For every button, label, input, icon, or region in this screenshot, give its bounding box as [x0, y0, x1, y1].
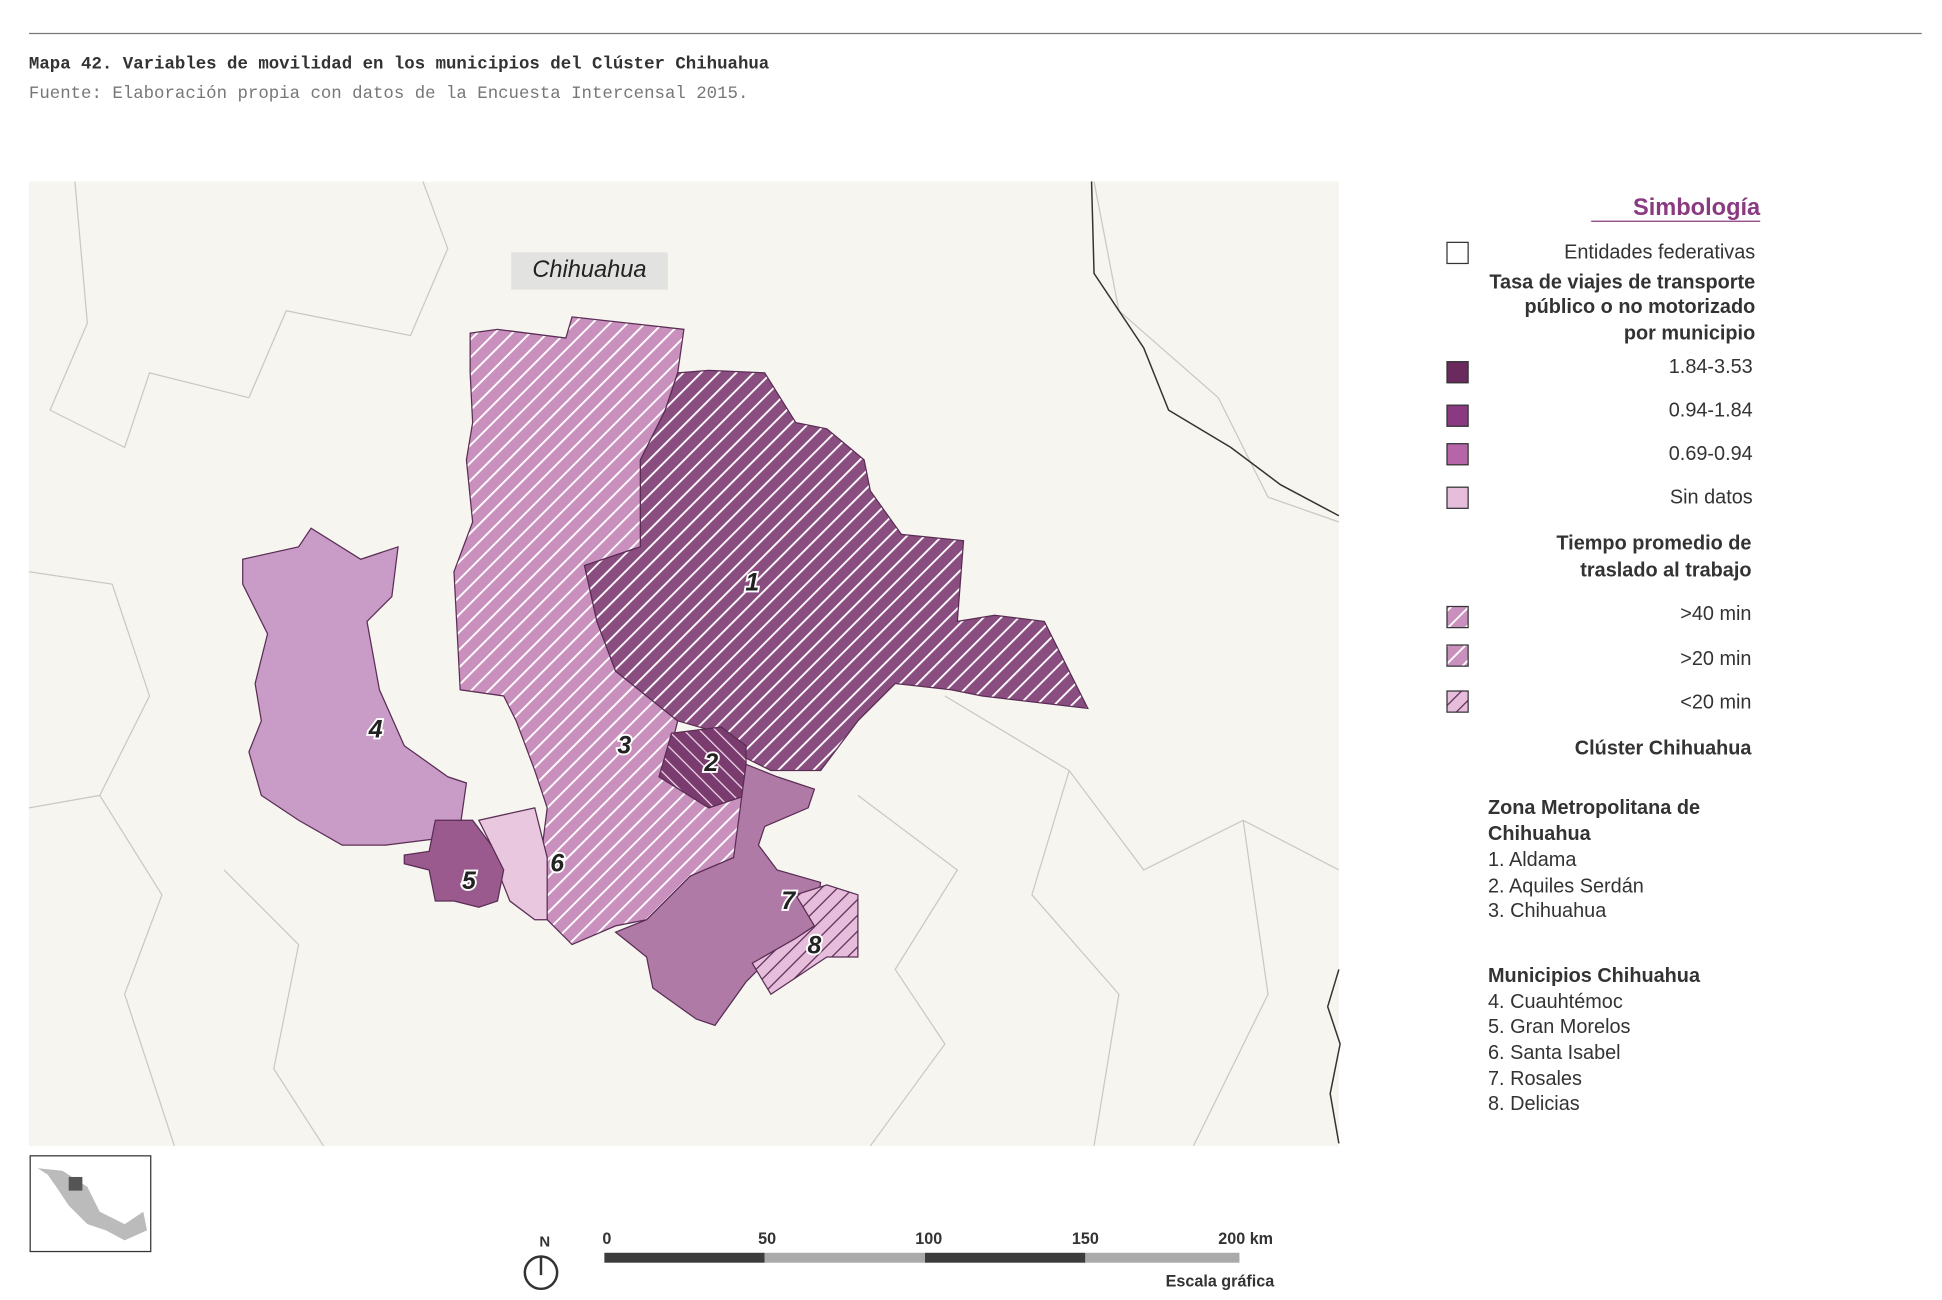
scale-tick: 150	[1072, 1230, 1099, 1248]
group-item: 4. Cuauhtémoc	[1488, 991, 1623, 1013]
legend-heading: por municipio	[1624, 322, 1755, 344]
municipality-number: 4	[368, 716, 383, 743]
legend-heading: Clúster Chihuahua	[1575, 737, 1753, 759]
inset-country	[37, 1168, 148, 1241]
scale-tick: 0	[602, 1230, 611, 1248]
north-label: N	[539, 1235, 550, 1251]
map-title: Mapa 42. Variables de movilidad en los m…	[29, 55, 769, 74]
legend-swatch	[1446, 404, 1469, 427]
group-item: 1. Aldama	[1488, 849, 1577, 871]
legend-swatch	[1446, 644, 1469, 667]
scale-tick: 200 km	[1218, 1230, 1273, 1248]
map-source: Fuente: Elaboración propia con datos de …	[29, 85, 748, 104]
scale-bar: N 0 50 100 150 200 km Escala gráfica	[523, 1230, 1276, 1290]
municipality-number: 2	[703, 750, 718, 777]
legend-label: >40 min	[1680, 603, 1751, 625]
legend-swatch	[1446, 486, 1469, 509]
municipality-number: 8	[807, 933, 821, 960]
group-item: 3. Chihuahua	[1488, 900, 1607, 922]
state-border	[1090, 181, 1340, 517]
legend-swatch	[1446, 690, 1469, 713]
scale-segment	[1085, 1252, 1240, 1263]
municipality-5	[403, 819, 505, 908]
legend-label: Entidades federativas	[1564, 242, 1755, 264]
scale-tick: 100	[915, 1230, 942, 1248]
group-title: Chihuahua	[1488, 823, 1592, 845]
legend-swatch	[1446, 605, 1469, 629]
scale-caption: Escala gráfica	[1166, 1272, 1276, 1290]
scale-segment	[604, 1252, 765, 1263]
group-item: 7. Rosales	[1488, 1068, 1582, 1090]
legend-swatch	[1446, 443, 1469, 466]
map: Chihuahua 1 2 3 4 5 6 7 8	[28, 181, 1341, 1147]
legend-heading: traslado al trabajo	[1580, 560, 1751, 582]
state-label: Chihuahua	[532, 257, 646, 283]
municipality-number: 7	[781, 888, 796, 915]
group-item: 5. Gran Morelos	[1488, 1016, 1631, 1038]
legend-label: >20 min	[1680, 648, 1751, 670]
group-title: Zona Metropolitana de	[1488, 797, 1700, 819]
municipality-1	[583, 369, 1089, 772]
group-title: Municipios Chihuahua	[1488, 965, 1701, 987]
legend-label: Sin datos	[1670, 486, 1753, 508]
municipality-number: 1	[745, 570, 759, 597]
legend-heading: Tasa de viajes de transporte	[1489, 271, 1755, 293]
scale-segment	[764, 1252, 926, 1263]
inset-map	[29, 1155, 152, 1253]
legend-swatch	[1446, 241, 1469, 265]
legend-label: 0.69-0.94	[1669, 443, 1753, 465]
state-border	[1326, 969, 1341, 1144]
legend: Simbología Entidades federativas Tasa de…	[1446, 195, 1761, 1115]
legend-heading: público o no motorizado	[1524, 296, 1755, 318]
legend-label: 1.84-3.53	[1669, 356, 1753, 378]
state-label-box	[511, 252, 668, 290]
legend-label: <20 min	[1680, 691, 1751, 713]
inset-highlight	[68, 1176, 83, 1191]
municipality-number: 5	[462, 868, 477, 895]
municipality-number: 6	[550, 851, 564, 878]
group-item: 8. Delicias	[1488, 1093, 1580, 1115]
legend-heading: Tiempo promedio de	[1556, 532, 1751, 554]
group-item: 6. Santa Isabel	[1488, 1042, 1621, 1064]
legend-swatch	[1446, 361, 1469, 384]
legend-label: 0.94-1.84	[1669, 399, 1753, 421]
group-item: 2. Aquiles Serdán	[1488, 875, 1644, 897]
municipality-number: 3	[617, 733, 631, 760]
scale-tick: 50	[758, 1230, 776, 1248]
boundary-lines	[28, 181, 1340, 1147]
municipality-8	[751, 884, 859, 996]
legend-title: Simbología	[1633, 195, 1761, 221]
scale-segment	[925, 1252, 1086, 1263]
